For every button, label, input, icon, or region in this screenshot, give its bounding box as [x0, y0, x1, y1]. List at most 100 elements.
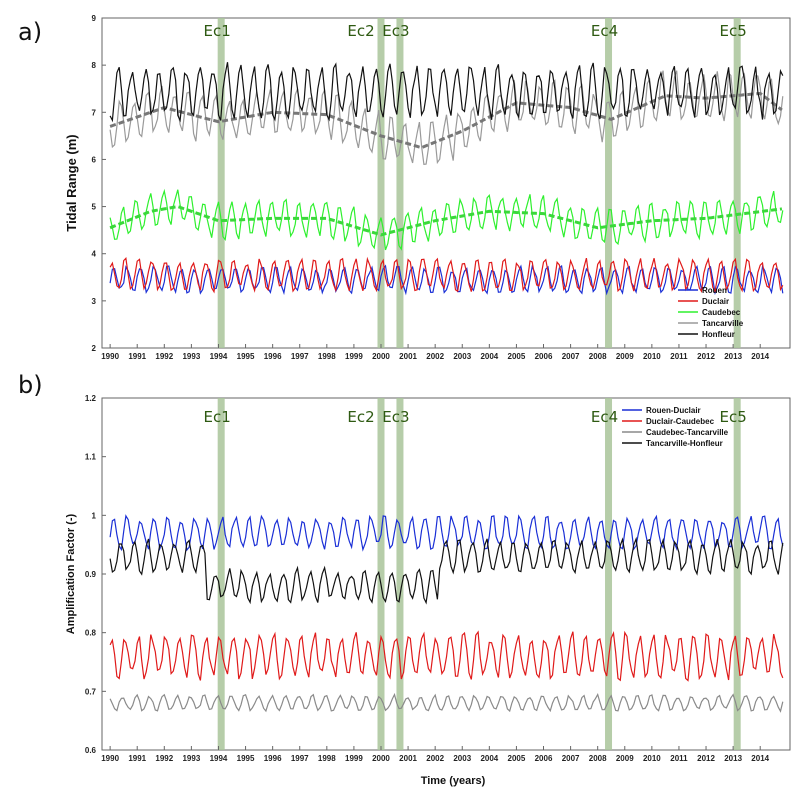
a-xtick-label-23: 2013	[724, 352, 742, 361]
a-ytick-label-2: 4	[92, 250, 97, 259]
b-xtick-label-17: 2007	[562, 754, 580, 763]
a-series-line-duclair	[109, 256, 784, 294]
b-plot-area	[101, 397, 791, 751]
a-plot-area	[101, 17, 791, 349]
a-xtick-label-6: 1996	[264, 352, 282, 361]
a-event-band-3	[396, 18, 404, 348]
tidal-range-chart: Ec1 Ec2 Ec3 Ec4 Ec5 2 3 4 5 6 7 8 9 1990 1991 1992 1993 1…	[64, 14, 791, 361]
b-legend-label-0: Rouen-Duclair	[646, 406, 701, 415]
a-xtick-label-15: 2005	[508, 352, 526, 361]
b-legend-label-3: Tancarville-Honfleur	[646, 439, 723, 448]
a-trend-line-caudebec	[109, 205, 783, 237]
b-ytick-label-5: 1.1	[85, 453, 97, 462]
b-xtick-label-7: 1997	[291, 754, 309, 763]
a-legend-label-1: Duclair	[702, 297, 729, 306]
a-legend-label-4: Honfleur	[702, 330, 735, 339]
a-xtick-label-17: 2007	[562, 352, 580, 361]
b-xtick-label-9: 1999	[345, 754, 363, 763]
a-ytick-label-5: 7	[92, 108, 97, 117]
a-xtick-label-0: 1990	[101, 352, 119, 361]
a-series-line-tancarville	[109, 70, 784, 165]
b-ytick-label-4: 1	[92, 511, 97, 520]
b-xtick-label-13: 2003	[453, 754, 471, 763]
panel-letter-b: b)	[18, 371, 43, 399]
a-series-line-honfleur	[109, 62, 784, 123]
a-ytick-label-4: 6	[92, 155, 97, 164]
b-series-line-caudebec-tancarville	[109, 692, 784, 713]
a-legend-label-2: Caudebec	[702, 308, 741, 317]
x-axis-label: Time (years)	[421, 775, 486, 787]
b-xtick-label-12: 2002	[426, 754, 444, 763]
a-xtick-label-1: 1991	[128, 352, 146, 361]
b-xtick-label-19: 2009	[616, 754, 634, 763]
a-xtick-label-13: 2003	[453, 352, 471, 361]
panel-letter-a: a)	[18, 18, 42, 46]
b-ytick-label-6: 1.2	[85, 394, 97, 403]
a-xtick-label-5: 1995	[237, 352, 255, 361]
a-xtick-label-2: 1992	[155, 352, 173, 361]
a-event-band-5	[733, 18, 741, 348]
a-xtick-label-19: 2009	[616, 352, 634, 361]
b-event-label-3: Ec3	[382, 408, 409, 426]
b-event-band-2	[377, 398, 385, 750]
b-xtick-label-2: 1992	[155, 754, 173, 763]
b-xtick-label-5: 1995	[237, 754, 255, 763]
b-xtick-label-20: 2010	[643, 754, 661, 763]
a-ytick-label-1: 3	[92, 297, 97, 306]
b-xtick-label-23: 2013	[724, 754, 742, 763]
a-xtick-label-16: 2006	[535, 352, 553, 361]
a-series-line-caudebec	[109, 188, 784, 251]
b-series-line-duclair-caudebec	[109, 630, 784, 682]
a-xtick-label-20: 2010	[643, 352, 661, 361]
a-event-label-2: Ec2	[347, 22, 374, 40]
b-ytick-label-3: 0.9	[85, 570, 97, 579]
a-event-label-4: Ec4	[591, 22, 618, 40]
b-event-band-1	[217, 398, 225, 750]
b-ytick-label-0: 0.6	[85, 746, 97, 755]
b-ytick-label-1: 0.7	[85, 687, 97, 696]
b-event-label-4: Ec4	[591, 408, 618, 426]
a-xtick-label-8: 1998	[318, 352, 336, 361]
a-ytick-label-0: 2	[92, 344, 97, 353]
b-xtick-label-14: 2004	[480, 754, 498, 763]
a-xtick-label-14: 2004	[480, 352, 498, 361]
b-xtick-label-6: 1996	[264, 754, 282, 763]
b-legend-label-2: Caudebec-Tancarville	[646, 428, 729, 437]
b-xtick-label-3: 1993	[182, 754, 200, 763]
a-xtick-label-11: 2001	[399, 352, 417, 361]
b-legend-label-1: Duclair-Caudebec	[646, 417, 715, 426]
b-event-band-4	[605, 398, 613, 750]
a-event-band-1	[217, 18, 225, 348]
a-ytick-label-7: 9	[92, 14, 97, 23]
amplification-factor-chart: Ec1 Ec2 Ec3 Ec4 Ec5 0.6 0.7 0.8 0.9 1 1.1 1.2 1990 19…	[65, 394, 791, 763]
b-event-label-2: Ec2	[347, 408, 374, 426]
b-event-band-5	[733, 398, 741, 750]
a-xtick-label-9: 1999	[345, 352, 363, 361]
a-xtick-label-21: 2011	[670, 352, 688, 361]
b-xtick-label-8: 1998	[318, 754, 336, 763]
b-y-axis-label: Amplification Factor (-)	[65, 513, 77, 634]
a-legend-label-0: Rouen	[702, 286, 727, 295]
a-event-band-2	[377, 18, 385, 348]
a-event-label-5: Ec5	[720, 22, 747, 40]
b-series-line-rouen-duclair	[109, 514, 784, 552]
a-xtick-label-4: 1994	[210, 352, 228, 361]
b-xtick-label-24: 2014	[751, 754, 769, 763]
a-xtick-label-10: 2000	[372, 352, 390, 361]
b-xtick-label-1: 1991	[128, 754, 146, 763]
b-xtick-label-10: 2000	[372, 754, 390, 763]
a-xtick-label-22: 2012	[697, 352, 715, 361]
a-xtick-label-18: 2008	[589, 352, 607, 361]
a-y-axis-label: Tidal Range (m)	[64, 134, 79, 231]
b-ytick-label-2: 0.8	[85, 629, 97, 638]
b-xtick-label-18: 2008	[589, 754, 607, 763]
b-event-label-5: Ec5	[720, 408, 747, 426]
b-xtick-label-15: 2005	[508, 754, 526, 763]
a-event-label-3: Ec3	[382, 22, 409, 40]
a-xtick-label-24: 2014	[751, 352, 769, 361]
b-xtick-label-4: 1994	[210, 754, 228, 763]
a-event-label-1: Ec1	[204, 22, 231, 40]
b-event-band-3	[396, 398, 404, 750]
a-xtick-label-12: 2002	[426, 352, 444, 361]
